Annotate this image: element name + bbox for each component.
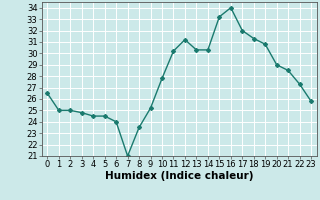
X-axis label: Humidex (Indice chaleur): Humidex (Indice chaleur) — [105, 171, 253, 181]
